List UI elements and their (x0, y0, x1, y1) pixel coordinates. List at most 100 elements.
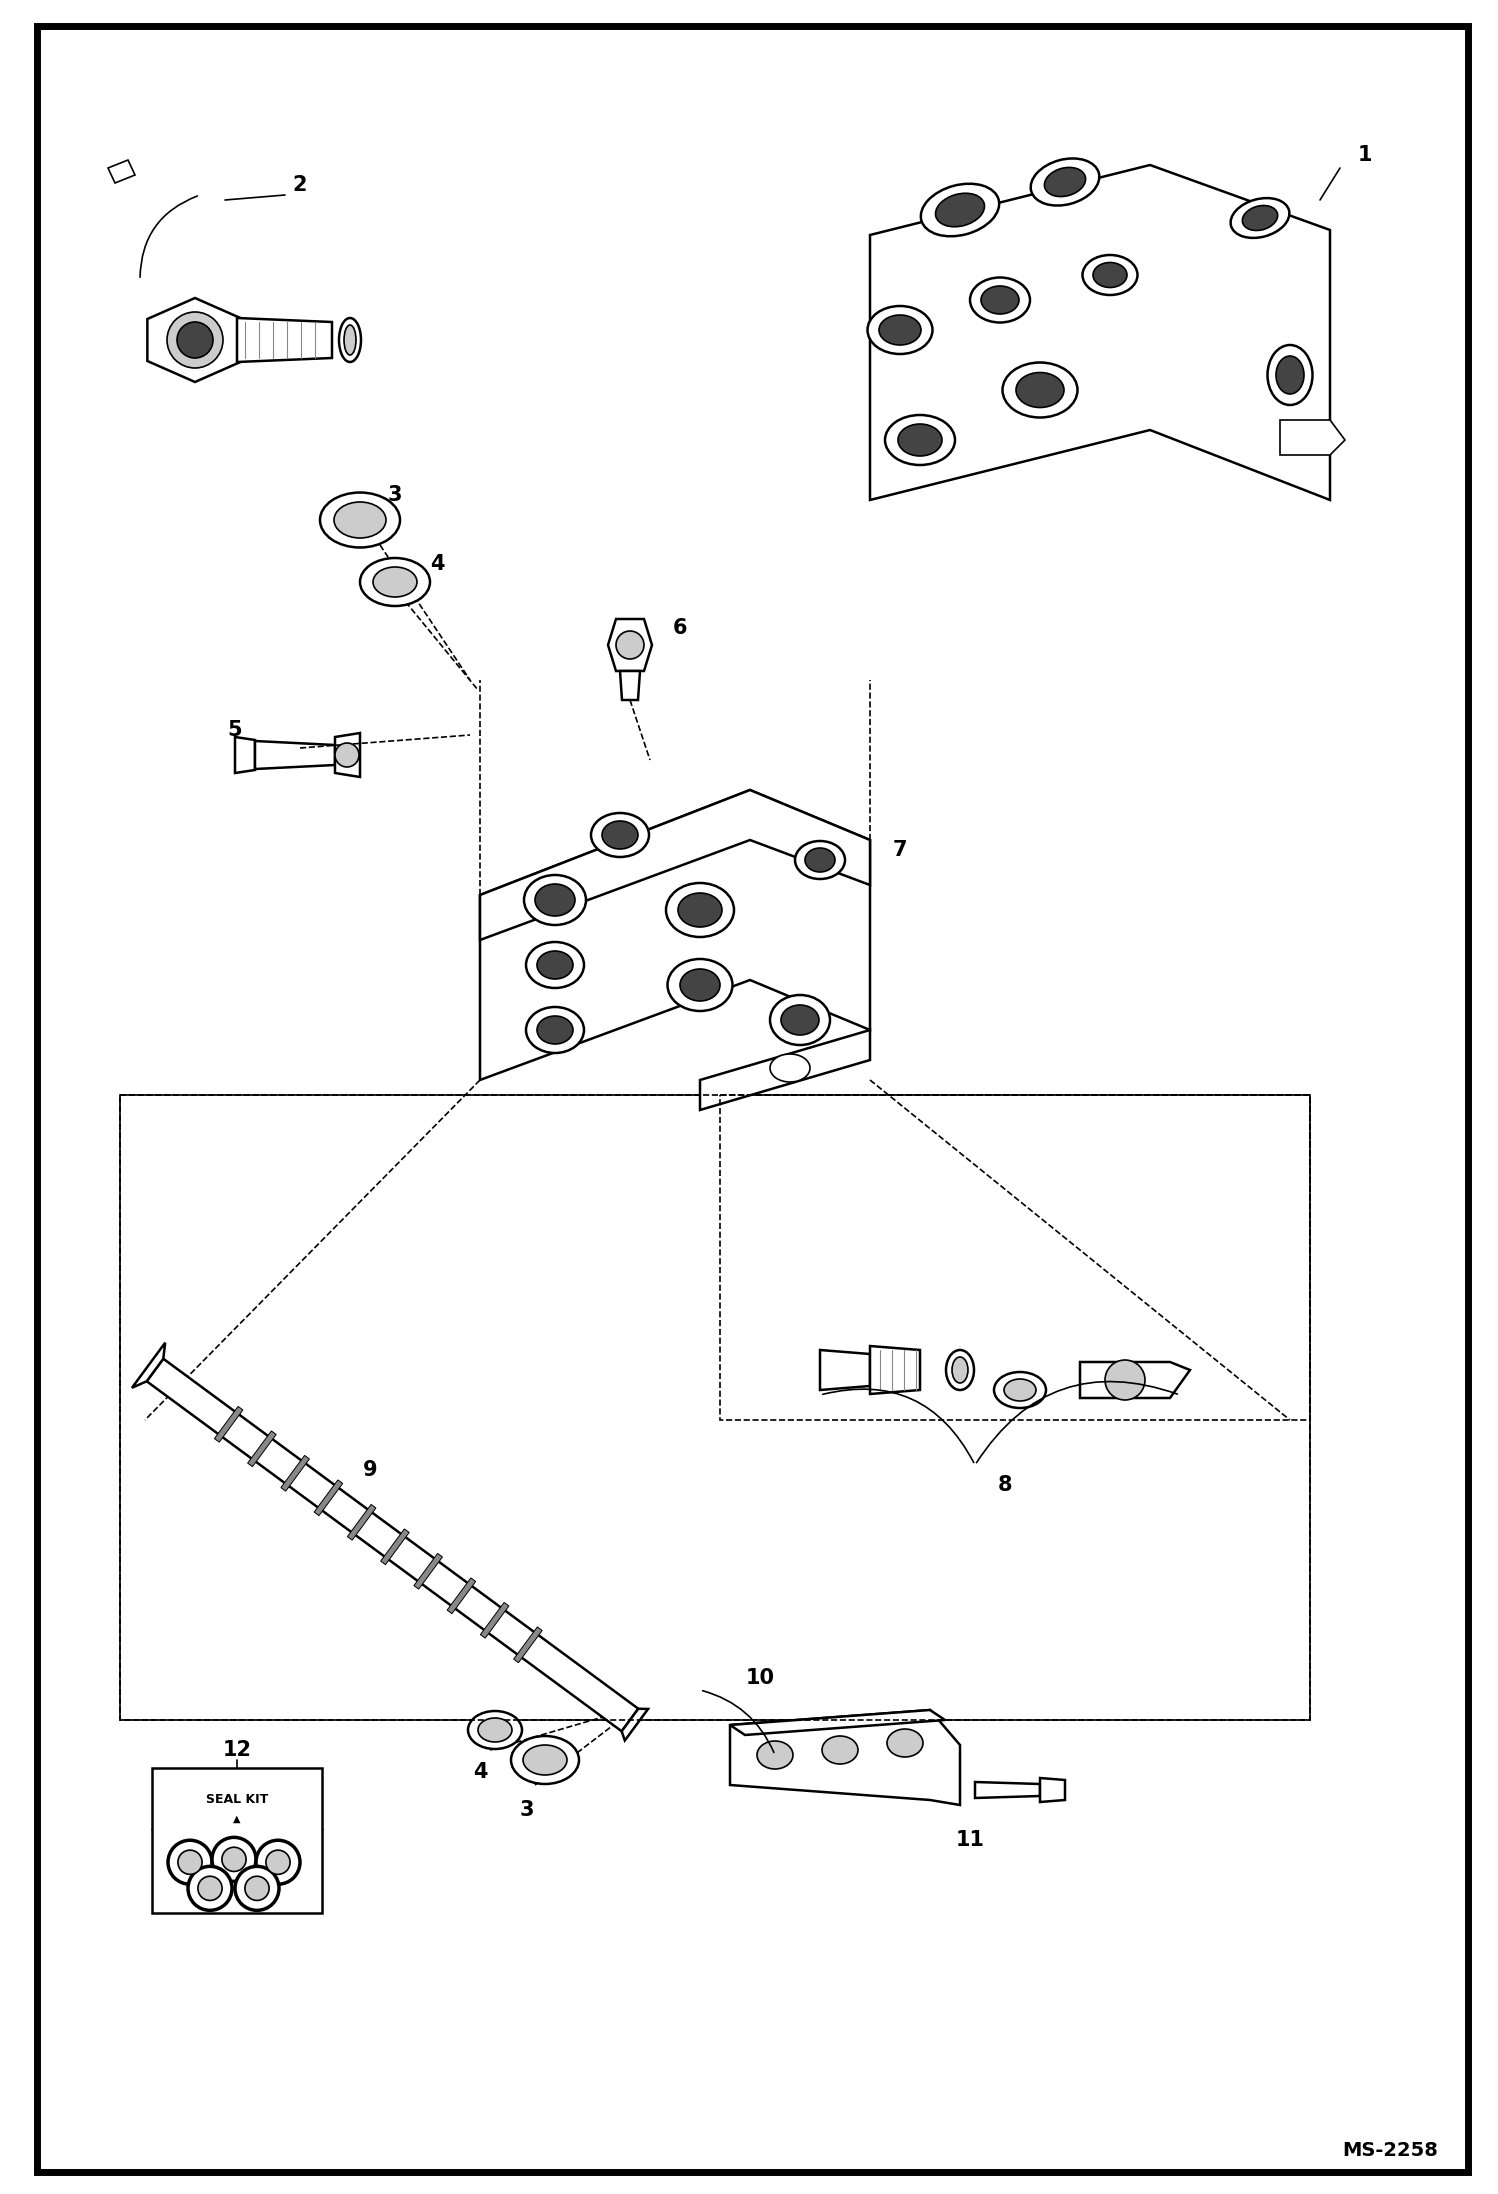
Ellipse shape (602, 821, 638, 849)
Circle shape (189, 1867, 232, 1911)
Ellipse shape (373, 566, 416, 597)
Polygon shape (348, 1505, 376, 1540)
Ellipse shape (1016, 373, 1064, 408)
Polygon shape (730, 1709, 945, 1735)
Ellipse shape (339, 318, 361, 362)
Polygon shape (1080, 1362, 1189, 1398)
Circle shape (222, 1847, 246, 1871)
Polygon shape (730, 1709, 960, 1806)
Ellipse shape (971, 276, 1031, 323)
Bar (721, 1095, 1309, 1420)
Ellipse shape (345, 325, 357, 355)
Polygon shape (608, 619, 652, 671)
Ellipse shape (334, 502, 386, 538)
Ellipse shape (526, 1007, 584, 1053)
Ellipse shape (867, 305, 932, 353)
Ellipse shape (467, 1711, 521, 1749)
Ellipse shape (1044, 167, 1086, 197)
Ellipse shape (592, 814, 649, 858)
Text: 10: 10 (746, 1667, 774, 1687)
Ellipse shape (756, 1742, 792, 1768)
Ellipse shape (947, 1349, 974, 1391)
Polygon shape (132, 1343, 165, 1389)
Text: 9: 9 (363, 1459, 377, 1481)
Ellipse shape (511, 1735, 580, 1784)
Polygon shape (481, 1602, 509, 1639)
Circle shape (213, 1836, 256, 1880)
Polygon shape (975, 1782, 1040, 1799)
Circle shape (178, 1850, 202, 1874)
Polygon shape (147, 298, 243, 382)
Ellipse shape (887, 1729, 923, 1757)
Text: MS-2258: MS-2258 (1342, 2141, 1438, 2159)
Ellipse shape (897, 423, 942, 456)
Text: 8: 8 (998, 1474, 1013, 1494)
Polygon shape (247, 1430, 276, 1466)
Ellipse shape (536, 1016, 574, 1044)
Ellipse shape (668, 959, 733, 1011)
Text: 5: 5 (228, 720, 243, 739)
Ellipse shape (770, 1053, 810, 1082)
Ellipse shape (535, 884, 575, 917)
Ellipse shape (536, 950, 574, 979)
Ellipse shape (1231, 197, 1290, 237)
Ellipse shape (523, 1744, 568, 1775)
Ellipse shape (921, 184, 999, 237)
Circle shape (1106, 1360, 1144, 1400)
Polygon shape (235, 737, 255, 772)
Text: 6: 6 (673, 619, 688, 638)
Ellipse shape (667, 882, 734, 937)
Ellipse shape (321, 491, 400, 548)
Ellipse shape (981, 285, 1019, 314)
Text: 12: 12 (223, 1740, 252, 1760)
Ellipse shape (879, 316, 921, 344)
Text: 3: 3 (520, 1799, 535, 1821)
Ellipse shape (680, 970, 721, 1000)
Text: 4: 4 (473, 1762, 487, 1782)
Ellipse shape (770, 996, 830, 1044)
Bar (151, 1768, 322, 1913)
Circle shape (177, 323, 213, 358)
Ellipse shape (679, 893, 722, 928)
Polygon shape (237, 318, 333, 362)
Polygon shape (479, 790, 870, 1079)
Circle shape (166, 312, 223, 369)
Circle shape (256, 1841, 300, 1885)
Text: 1: 1 (1357, 145, 1372, 165)
Circle shape (235, 1867, 279, 1911)
Polygon shape (479, 790, 870, 939)
Ellipse shape (953, 1358, 968, 1382)
Ellipse shape (360, 557, 430, 606)
Polygon shape (380, 1529, 409, 1564)
Ellipse shape (995, 1371, 1046, 1409)
Polygon shape (819, 1349, 870, 1391)
Bar (120, 1095, 1309, 1720)
Text: 2: 2 (292, 176, 307, 195)
Polygon shape (1040, 1777, 1065, 1801)
Circle shape (168, 1841, 213, 1885)
Ellipse shape (1242, 206, 1278, 230)
Polygon shape (147, 1358, 638, 1731)
Ellipse shape (478, 1718, 512, 1742)
Polygon shape (108, 160, 135, 182)
Ellipse shape (795, 840, 845, 880)
Polygon shape (315, 1481, 343, 1516)
Circle shape (616, 632, 644, 658)
Ellipse shape (1094, 263, 1126, 287)
Ellipse shape (780, 1005, 819, 1036)
Circle shape (267, 1850, 291, 1874)
Ellipse shape (1083, 255, 1137, 294)
Polygon shape (413, 1553, 442, 1588)
Ellipse shape (885, 415, 956, 465)
Circle shape (244, 1876, 270, 1900)
Ellipse shape (1031, 158, 1100, 206)
Ellipse shape (935, 193, 984, 226)
Circle shape (336, 744, 360, 768)
Polygon shape (700, 1029, 870, 1110)
Ellipse shape (1002, 362, 1077, 417)
Polygon shape (514, 1628, 542, 1663)
Polygon shape (214, 1406, 243, 1441)
Text: 11: 11 (956, 1830, 984, 1850)
Text: ▲: ▲ (234, 1814, 241, 1823)
Polygon shape (336, 733, 360, 777)
